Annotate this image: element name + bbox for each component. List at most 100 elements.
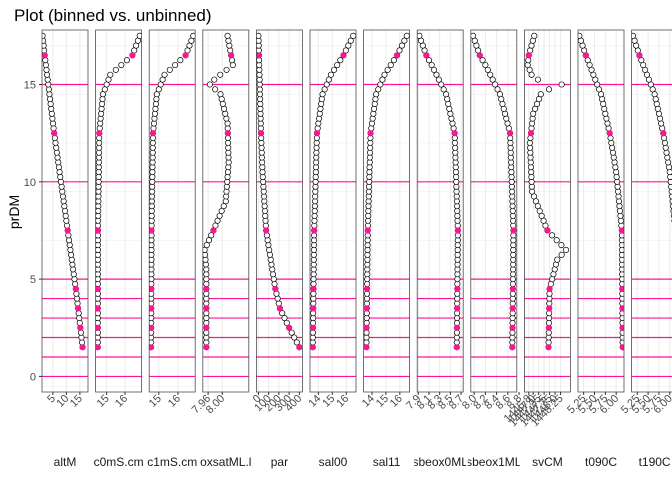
binned-point [182,52,189,59]
unbinned-point [661,134,668,142]
unbinned-point [293,339,300,346]
x-tick-label: 16 [388,393,405,410]
unbinned-point [212,86,219,93]
unbinned-point [316,110,323,117]
binned-point [310,285,317,292]
unbinned-point [59,193,67,200]
unbinned-point [445,100,452,108]
facet-panel-c0ms-cm: 15 16 c0mS.cm [94,29,144,469]
unbinned-point [443,91,450,98]
unbinned-point [63,217,70,224]
binned-point [476,52,483,59]
panel-border [255,29,303,393]
unbinned-point [220,105,228,112]
binned-point [367,130,374,137]
panel-border [631,29,672,393]
panel-border [470,29,518,393]
unbinned-point [662,144,669,151]
unbinned-point [264,237,271,244]
binned-point [619,344,624,351]
unbinned-point [271,280,278,288]
unbinned-point [659,125,666,132]
panel-border [524,29,571,393]
unbinned-point [609,144,616,151]
binned-point [545,344,552,351]
unbinned-point [53,149,60,156]
unbinned-point [269,266,276,273]
binned-point [263,227,270,234]
binned-point [454,305,461,312]
binned-point [619,305,624,312]
unbinned-point [58,183,65,190]
binned-point [423,52,430,59]
unbinned-point [428,61,435,69]
unbinned-point [334,61,341,69]
panel-background [202,30,249,392]
binned-point [203,324,210,331]
unbinned-point [224,32,231,39]
binned-point [546,305,553,312]
unbinned-point [222,110,229,117]
unbinned-point [68,256,75,263]
binned-point [224,130,231,137]
binned-point [75,305,82,312]
unbinned-point [268,261,275,268]
panel-border [363,29,411,393]
binned-point [95,344,101,351]
unbinned-point [270,276,277,283]
unbinned-point [665,164,672,171]
unbinned-point [51,134,58,142]
y-axis: 0 5 10 15 [24,79,42,383]
unbinned-point [398,42,405,49]
unbinned-point [265,242,272,249]
unbinned-point [350,32,356,39]
binned-point [296,344,303,351]
unbinned-point [612,164,619,171]
unbinned-point [347,37,354,44]
unbinned-point [658,120,665,127]
unbinned-point [327,71,334,78]
binned-point [340,52,347,59]
unbinned-point [288,329,295,336]
unbinned-point [652,96,659,103]
binned-point [660,130,667,137]
binned-point [363,305,370,312]
unbinned-point [112,66,119,73]
binned-point [509,344,516,351]
unbinned-point [470,32,477,39]
unbinned-point [531,32,538,39]
unbinned-point [372,96,379,103]
facet-strip-label: t090C [585,455,617,469]
panel-border [577,29,625,393]
facet-strip-label: altM [54,455,77,469]
binned-point [364,285,371,292]
binned-point [95,305,101,312]
facet-strip-label: sbeox0ML [413,455,469,469]
unbinned-point [208,232,215,239]
binned-point [394,52,401,59]
unbinned-point [279,310,286,317]
binned-point [310,324,317,331]
unbinned-point [558,81,565,88]
binned-point [72,285,79,292]
facet-strip-label: sal00 [319,455,348,469]
facet-strip-label: c0mS.cm [94,455,144,469]
unbinned-point [57,178,64,185]
unbinned-point [256,32,262,39]
unbinned-point [417,32,423,39]
binned-point [509,285,516,292]
binned-point [79,344,86,351]
unbinned-point [217,91,224,98]
panel-border [148,29,196,393]
unbinned-point [317,105,324,112]
unbinned-point [118,61,125,69]
binned-point [96,130,103,137]
binned-point [451,130,458,137]
unbinned-point [482,61,489,69]
unbinned-point [403,32,410,39]
unbinned-point [545,86,553,93]
binned-point [313,130,320,137]
unbinned-point [70,271,77,278]
